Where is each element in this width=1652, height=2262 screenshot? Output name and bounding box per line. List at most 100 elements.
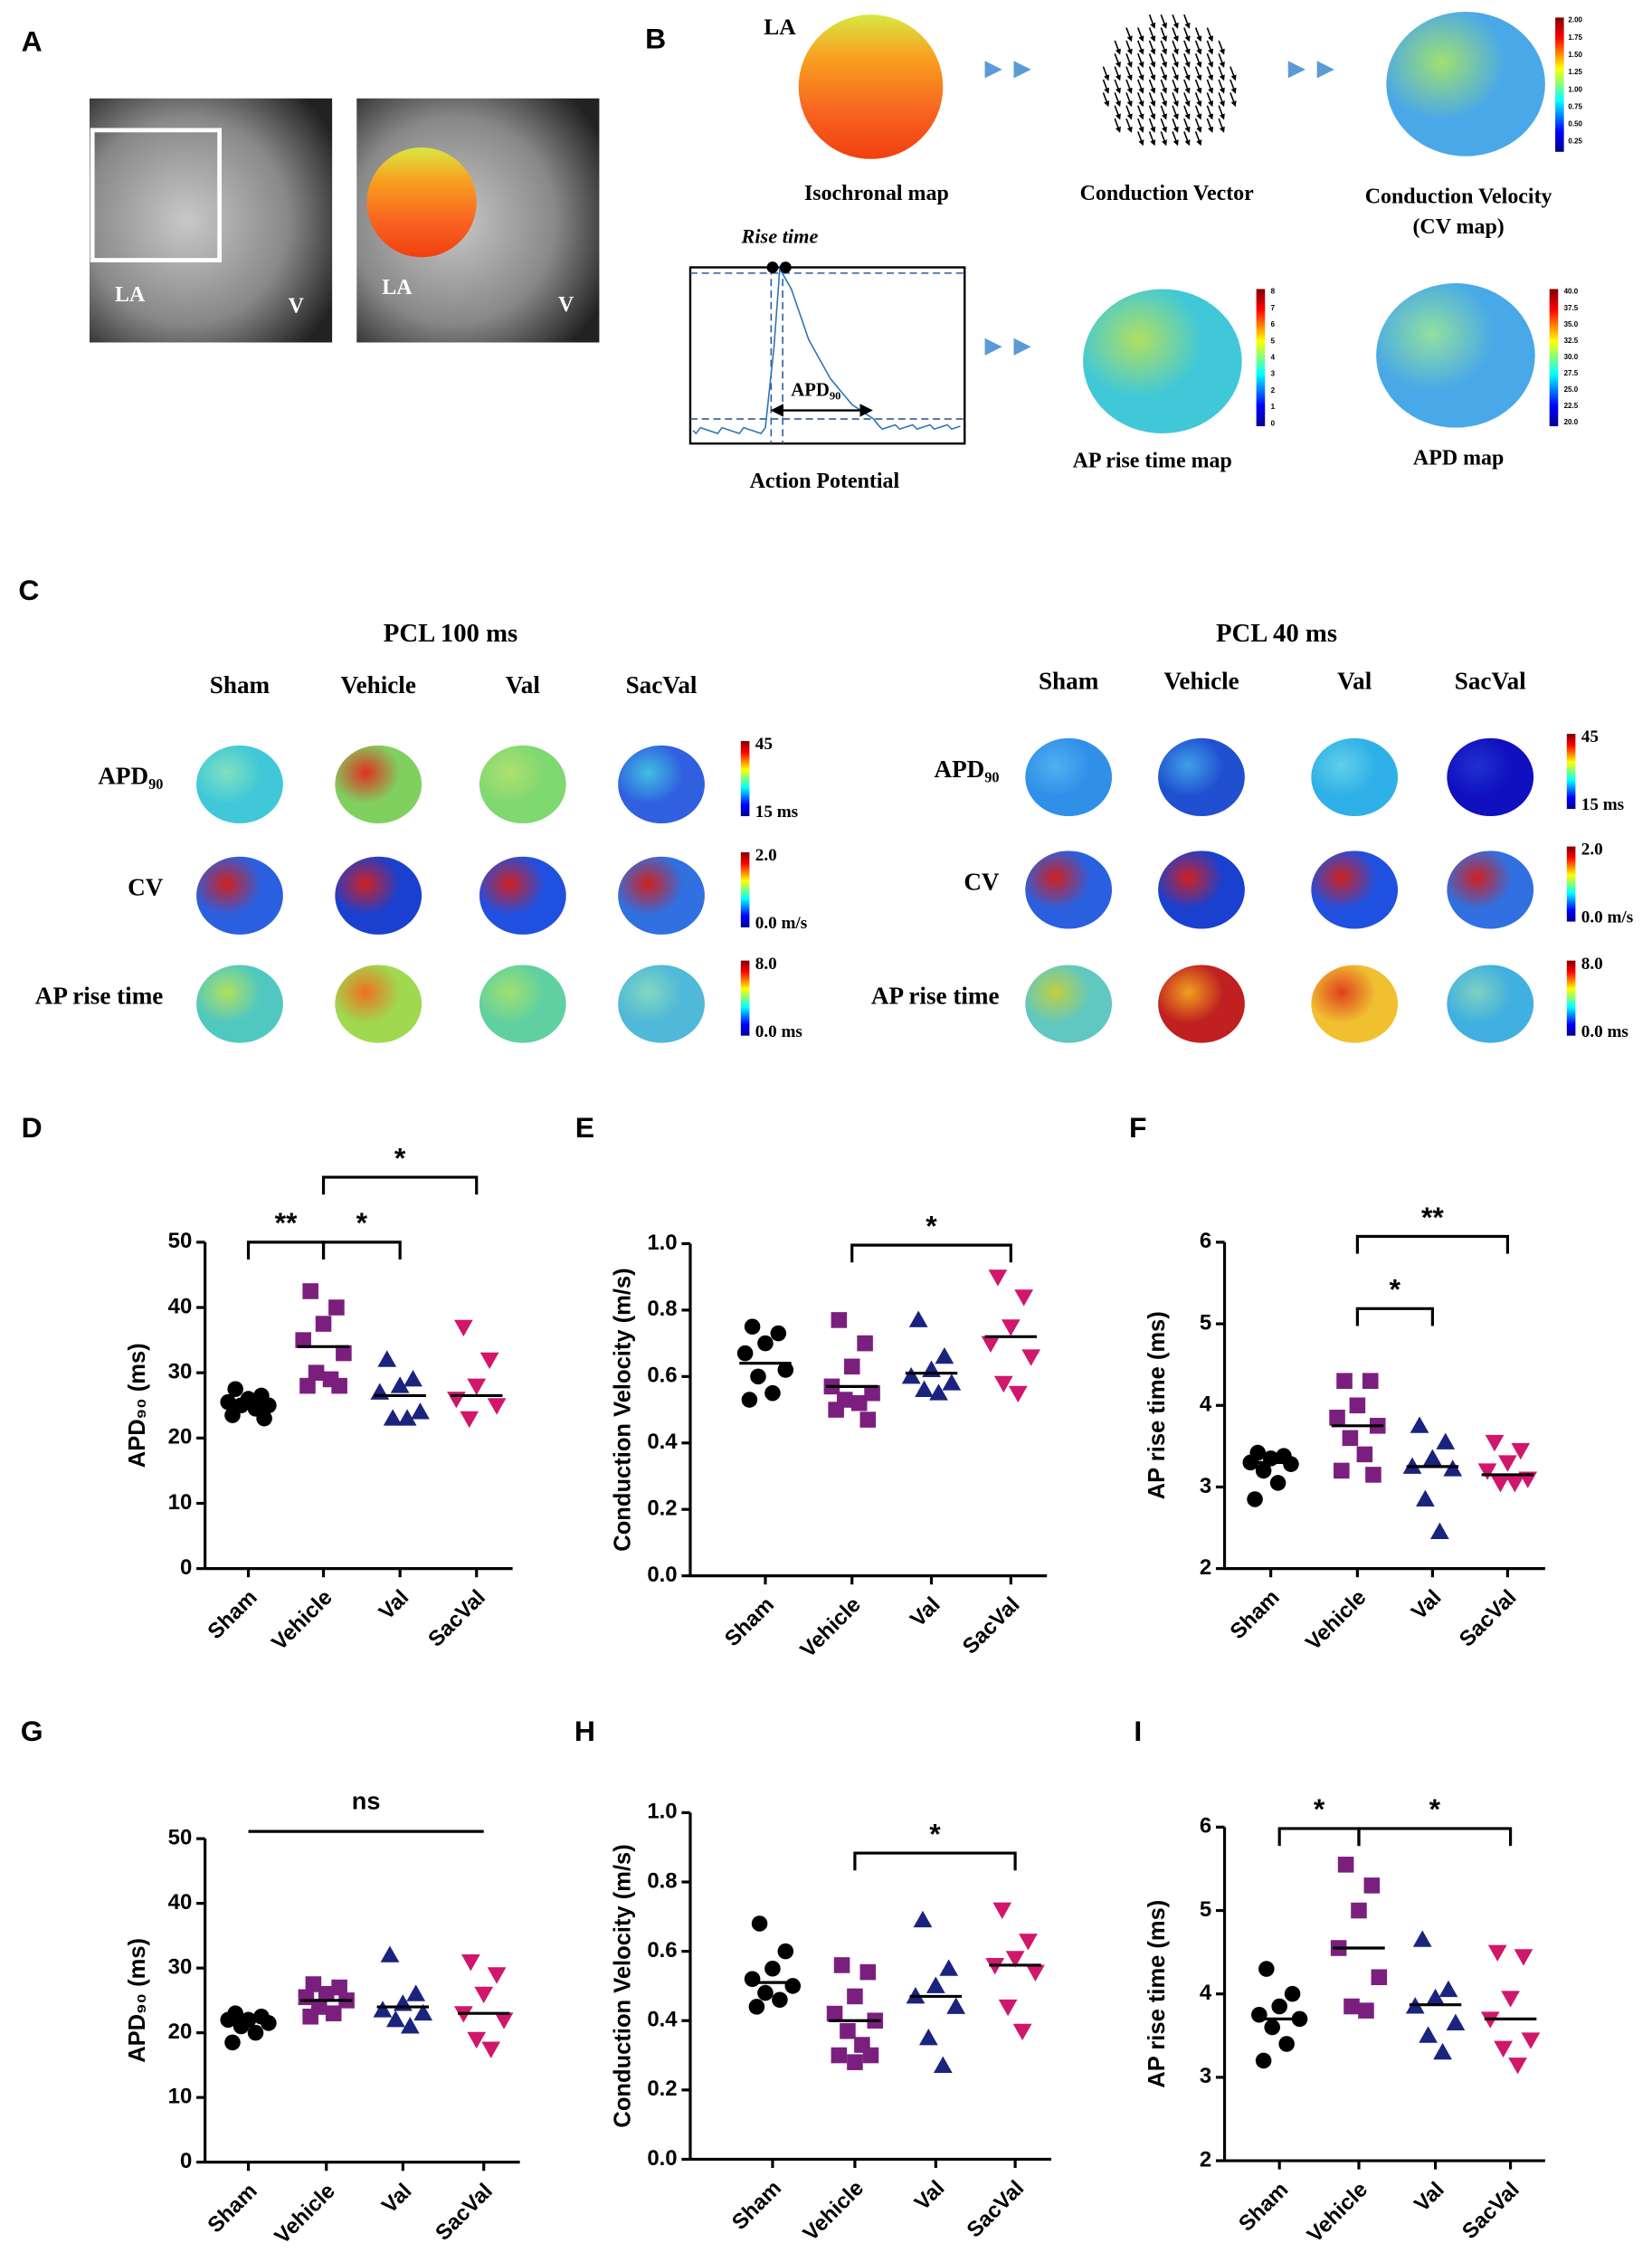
data-point — [1511, 1442, 1531, 1460]
y-tick-label: 0.6 — [647, 1364, 677, 1388]
panel-letter: D — [22, 1111, 43, 1144]
vector — [1206, 118, 1214, 133]
colorbar-tick: 3 — [1271, 370, 1276, 378]
label: Isochronal map — [804, 182, 949, 205]
y-tick-label: 0.0 — [647, 2146, 677, 2171]
significance-bracket — [321, 1240, 402, 1260]
data-point — [929, 1383, 948, 1401]
image-label: V — [558, 293, 574, 317]
vector — [1114, 66, 1121, 81]
heatmap — [1386, 11, 1545, 157]
significance-bracket — [1357, 1827, 1513, 1847]
data-point — [939, 1959, 959, 1976]
data-point — [828, 1402, 844, 1418]
data-point — [1247, 1491, 1263, 1507]
y-tick-label: 6 — [1200, 1229, 1211, 1253]
colorbar-tick: 25.0 — [1564, 385, 1579, 394]
vector — [1160, 118, 1167, 133]
data-point — [331, 1979, 347, 1996]
data-point — [447, 1392, 466, 1409]
data-point — [915, 1380, 934, 1398]
y-tick-label: 50 — [168, 1229, 193, 1253]
vector — [1125, 40, 1133, 55]
data-point — [467, 1378, 487, 1396]
data-point — [302, 1283, 318, 1299]
data-point — [487, 1398, 507, 1415]
x-tick-label: Vehicle — [799, 2176, 869, 2246]
significance-label: * — [926, 1209, 937, 1241]
data-point — [1508, 2058, 1527, 2075]
y-tick-label: 3 — [1200, 2064, 1211, 2088]
vector — [1230, 66, 1237, 81]
data-point — [751, 1915, 768, 1932]
significance-bracket — [246, 1240, 326, 1260]
data-point — [998, 1999, 1018, 2017]
vector — [1172, 105, 1179, 120]
y-axis-label: AP rise time (ms) — [1144, 1900, 1170, 2088]
x-tick-label: SacVal — [1457, 2177, 1524, 2244]
heatmap — [196, 745, 283, 824]
x-tick-label: Val — [375, 1585, 414, 1625]
group-title: PCL 100 ms — [384, 619, 517, 648]
vector — [1206, 40, 1214, 55]
x-tick-label: Sham — [727, 2176, 786, 2235]
data-point — [494, 2012, 514, 2029]
data-point — [744, 1318, 761, 1335]
column-label: Vehicle — [1163, 667, 1239, 694]
y-tick-label: 0 — [180, 2149, 192, 2173]
colorbar-max: 8.0 — [755, 955, 777, 974]
y-tick-label: 40 — [168, 1294, 193, 1318]
vector — [1160, 105, 1167, 120]
x-tick-label: Val — [906, 1592, 945, 1632]
data-point — [850, 1394, 868, 1411]
vector — [1114, 118, 1121, 133]
data-point — [1438, 1980, 1458, 1998]
vector — [1160, 52, 1167, 69]
colorbar-min: 0.0 m/s — [755, 914, 807, 933]
y-axis-label: Conduction Velocity (m/s) — [610, 1268, 635, 1551]
data-point — [318, 1985, 335, 2002]
y-tick-label: 20 — [168, 1425, 193, 1449]
colorbar-tick: 37.5 — [1564, 304, 1579, 312]
data-point — [1356, 1446, 1373, 1463]
data-point — [993, 1375, 1013, 1393]
colorbar-tick: 27.5 — [1564, 369, 1579, 377]
data-point — [757, 1335, 774, 1352]
x-tick-label: Val — [377, 2179, 417, 2219]
heatmap — [1311, 851, 1399, 929]
data-point — [1269, 1475, 1286, 1491]
panel-letter: A — [22, 25, 43, 58]
data-point — [256, 1410, 272, 1427]
data-point — [481, 2041, 501, 2058]
significance-label: * — [1314, 1792, 1325, 1825]
heatmap — [1025, 737, 1113, 817]
column-label: Sham — [210, 671, 271, 699]
heatmap — [335, 856, 422, 935]
vector — [1194, 66, 1202, 81]
data-point — [862, 2047, 879, 2064]
panel-letter: B — [645, 22, 666, 54]
x-tick-label: Sham — [1226, 1585, 1285, 1644]
y-tick-label: 30 — [168, 1954, 193, 1979]
data-point — [467, 2031, 487, 2049]
vector — [1206, 92, 1214, 108]
arrow — [984, 337, 1002, 356]
data-point — [328, 1299, 345, 1316]
y-axis-label: APD₉₀ (ms) — [125, 1343, 150, 1468]
colorbar-tick: 2.00 — [1568, 16, 1582, 24]
isochronal-map — [798, 14, 944, 159]
vector — [1183, 14, 1191, 29]
arrow — [1013, 337, 1031, 356]
data-point — [331, 1377, 347, 1394]
data-point — [935, 1346, 954, 1364]
y-tick-label: 4 — [1200, 1981, 1212, 2005]
vector — [1148, 92, 1156, 108]
data-point — [908, 1310, 928, 1327]
y-tick-label: 4 — [1200, 1392, 1212, 1417]
data-point — [1429, 1522, 1449, 1540]
x-tick-label: SacVal — [1455, 1585, 1522, 1652]
colorbar-tick: 0 — [1271, 419, 1276, 427]
heatmap — [1158, 737, 1245, 817]
y-tick-label: 0.4 — [647, 2008, 678, 2032]
data-point — [247, 2024, 264, 2041]
